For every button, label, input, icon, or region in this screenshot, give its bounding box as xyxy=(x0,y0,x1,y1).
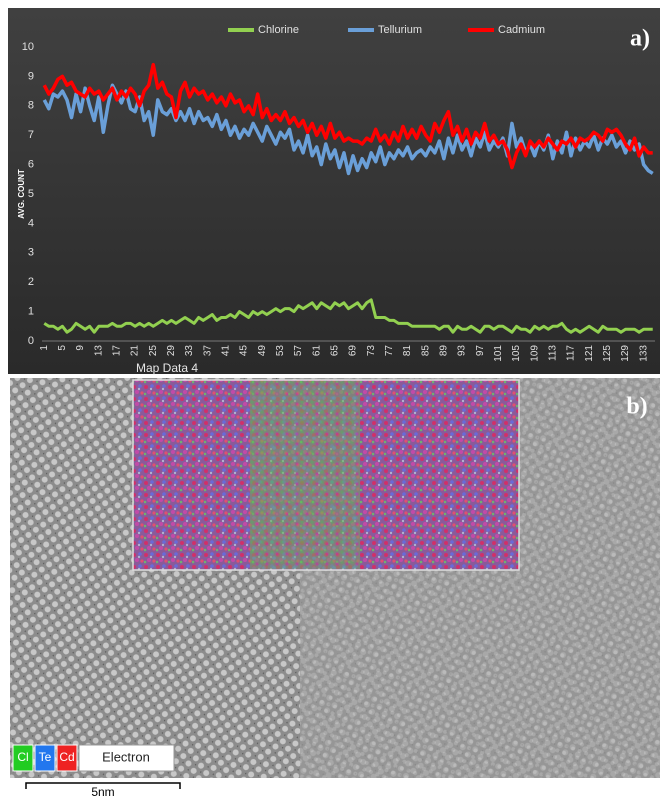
scale-bar-label: 5nm xyxy=(91,785,114,799)
x-tick-label: 41 xyxy=(221,345,232,357)
x-tick-label: 133 xyxy=(638,345,649,362)
x-tick-label: 9 xyxy=(75,345,86,351)
y-tick-label: 6 xyxy=(28,159,34,171)
series-line xyxy=(42,62,653,170)
x-tick-label: 29 xyxy=(166,345,177,357)
x-tick-label: 97 xyxy=(475,345,486,357)
legend-label: Cadmium xyxy=(498,24,545,36)
x-tick-label: 65 xyxy=(330,345,341,357)
legend-label: Tellurium xyxy=(378,24,422,36)
x-tick-label: 77 xyxy=(384,345,395,357)
x-tick-label: 81 xyxy=(402,345,413,357)
x-tick-label: 73 xyxy=(366,345,377,357)
x-tick-label: 45 xyxy=(239,345,250,357)
y-tick-label: 3 xyxy=(28,247,34,259)
x-tick-label: 121 xyxy=(584,345,595,362)
x-tick-label: 1 xyxy=(39,345,50,351)
panel-label: a) xyxy=(630,26,650,52)
x-tick-label: 89 xyxy=(438,345,449,357)
x-tick-label: 125 xyxy=(602,345,613,362)
x-tick-label: 109 xyxy=(529,345,540,362)
eds-map-chlorine-band xyxy=(250,381,360,569)
legend-swatch xyxy=(78,744,175,772)
x-tick-label: 49 xyxy=(257,345,268,357)
map-title: Map Data 4 xyxy=(136,361,198,375)
x-tick-label: 117 xyxy=(566,345,577,361)
panel-label: b) xyxy=(626,394,647,420)
y-axis-label: AVG. COUNT xyxy=(17,169,26,219)
x-tick-label: 25 xyxy=(148,345,159,357)
legend-label: Cl xyxy=(17,750,28,764)
y-tick-label: 7 xyxy=(28,129,34,141)
legend-label: Chlorine xyxy=(258,24,299,36)
y-tick-label: 0 xyxy=(28,335,34,347)
scale-bar xyxy=(25,782,181,789)
x-tick-label: 129 xyxy=(620,345,631,362)
series-line xyxy=(43,298,653,334)
x-tick-label: 13 xyxy=(93,345,104,357)
x-tick-label: 113 xyxy=(547,345,558,361)
x-tick-label: 57 xyxy=(293,345,304,357)
legend-swatch xyxy=(12,744,34,772)
x-tick-label: 53 xyxy=(275,345,286,357)
x-tick-label: 17 xyxy=(112,345,123,357)
y-tick-label: 4 xyxy=(28,217,34,229)
x-tick-label: 93 xyxy=(457,345,468,357)
legend-label: Electron xyxy=(102,749,150,764)
x-tick-label: 37 xyxy=(202,345,213,357)
x-tick-label: 33 xyxy=(184,345,195,357)
x-tick-label: 5 xyxy=(57,345,68,351)
legend-label: Te xyxy=(39,750,52,764)
chart-background xyxy=(8,8,660,374)
y-tick-label: 8 xyxy=(28,100,34,112)
x-tick-label: 61 xyxy=(311,345,322,357)
y-tick-label: 2 xyxy=(28,276,34,288)
y-tick-label: 5 xyxy=(28,188,34,200)
x-tick-label: 21 xyxy=(130,345,141,357)
y-tick-label: 10 xyxy=(22,41,34,53)
legend-swatch xyxy=(34,744,56,772)
x-tick-label: 101 xyxy=(493,345,504,362)
x-tick-label: 85 xyxy=(420,345,431,357)
x-tick-label: 105 xyxy=(511,345,522,362)
y-tick-label: 9 xyxy=(28,70,34,82)
y-tick-label: 1 xyxy=(28,306,34,318)
x-tick-label: 69 xyxy=(348,345,359,357)
series-line xyxy=(42,83,654,176)
legend-label: Cd xyxy=(59,750,74,764)
legend-swatch xyxy=(56,744,78,772)
